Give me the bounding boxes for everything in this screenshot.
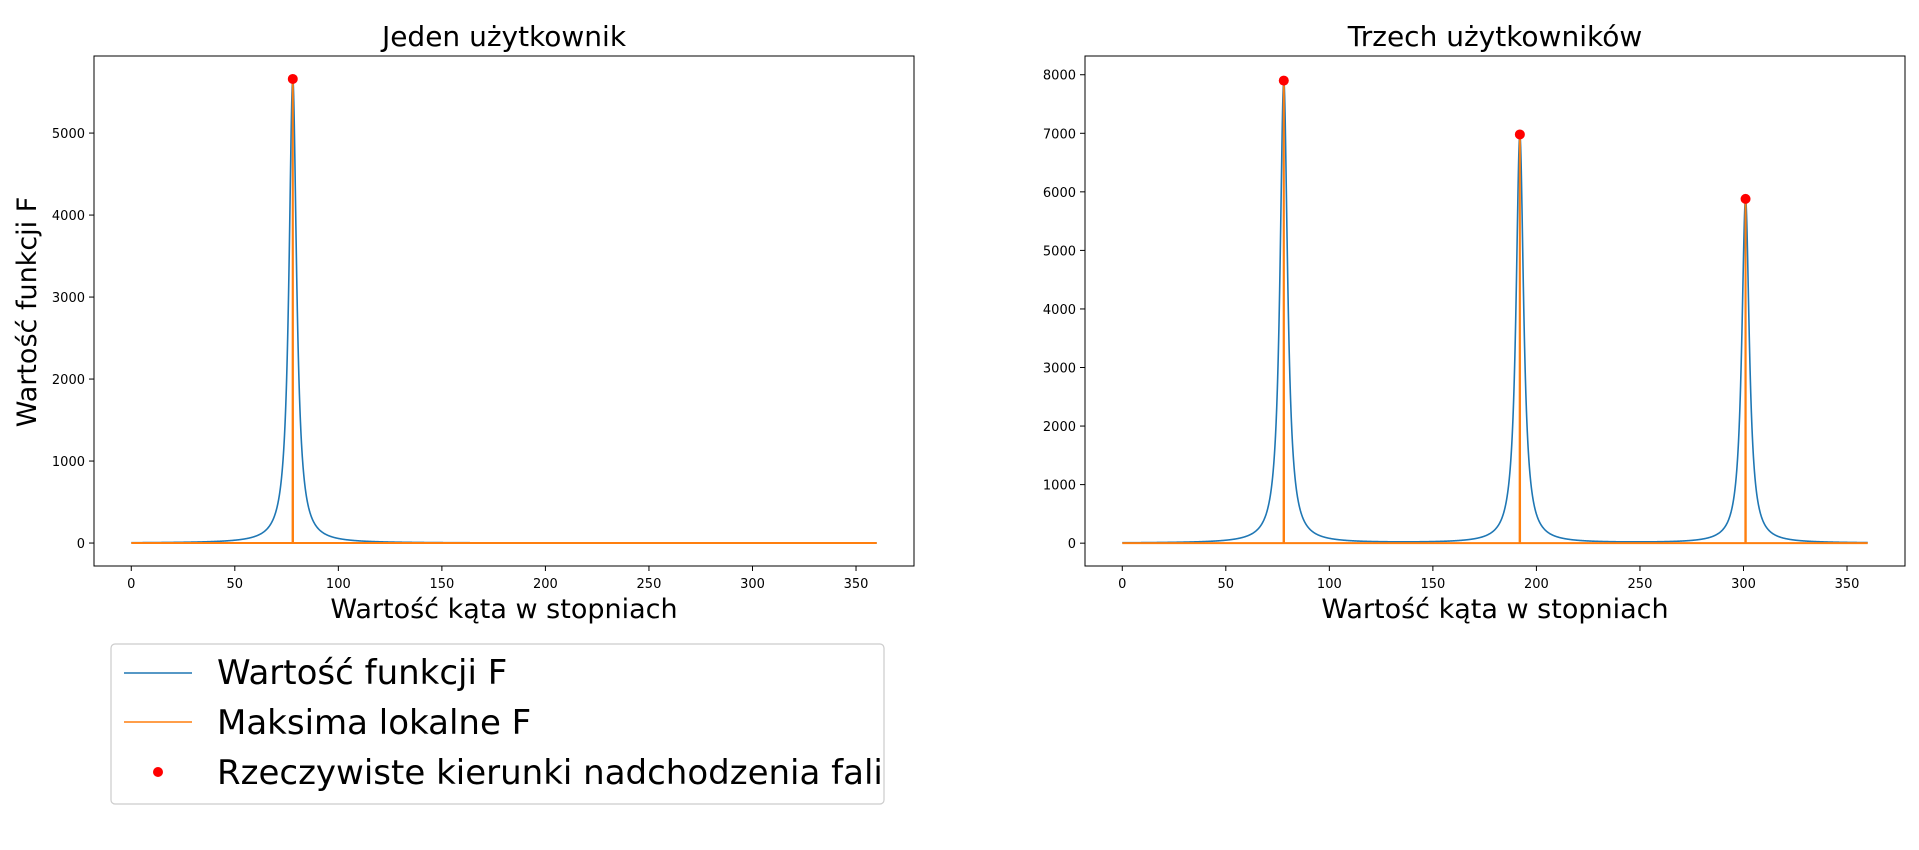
x-axis-label: Wartość kąta w stopniach xyxy=(1321,594,1668,625)
y-tick-label: 8000 xyxy=(1043,69,1076,84)
y-tick-label: 2000 xyxy=(52,373,85,388)
x-tick-label: 100 xyxy=(326,577,351,592)
x-tick-label: 350 xyxy=(844,577,869,592)
series-function-line xyxy=(1122,80,1868,544)
x-tick-label: 0 xyxy=(1118,577,1126,592)
chart-panel-single-user: Jeden użytkownik Wartość kąta w stopniach… xyxy=(52,20,915,625)
x-tick-label: 50 xyxy=(227,577,244,592)
series-maxima-line xyxy=(1122,80,1868,545)
y-tick-label: 0 xyxy=(1068,537,1076,552)
y-axis-label: Wartość funkcji F xyxy=(12,197,43,428)
y-tick-label: 3000 xyxy=(1043,362,1076,377)
legend-label-maxima: Maksima lokalne F xyxy=(217,703,531,743)
x-tick-label: 200 xyxy=(533,577,558,592)
legend-label-actual-directions: Rzeczywiste kierunki nadchodzenia fali xyxy=(217,753,883,793)
y-tick-label: 4000 xyxy=(52,209,85,224)
actual-direction-point xyxy=(1514,129,1525,140)
y-tick-label: 1000 xyxy=(52,455,85,470)
actual-direction-point xyxy=(287,73,298,84)
x-tick-label: 150 xyxy=(429,577,454,592)
legend: Wartość funkcji F Maksima lokalne F Rzec… xyxy=(110,643,885,805)
x-tick-label: 300 xyxy=(1731,577,1756,592)
y-tick-label: 0 xyxy=(77,537,85,552)
plot-frame xyxy=(93,55,915,567)
actual-direction-point xyxy=(1740,193,1751,204)
chart-title: Jeden użytkownik xyxy=(380,20,627,53)
x-axis-label: Wartość kąta w stopniach xyxy=(330,594,677,625)
chart-panel-three-users: Trzech użytkowników Wartość kąta w stopni… xyxy=(1043,20,1906,625)
y-tick-label: 6000 xyxy=(1043,186,1076,201)
y-tick-label: 4000 xyxy=(1043,303,1076,318)
series-function-line xyxy=(131,78,877,544)
y-tick-label: 1000 xyxy=(1043,479,1076,494)
x-tick-label: 200 xyxy=(1524,577,1549,592)
x-tick-label: 150 xyxy=(1420,577,1445,592)
x-tick-label: 300 xyxy=(740,577,765,592)
x-tick-label: 100 xyxy=(1317,577,1342,592)
y-tick-label: 5000 xyxy=(52,127,85,142)
legend-label-function: Wartość funkcji F xyxy=(217,653,507,693)
chart-title: Trzech użytkowników xyxy=(1347,20,1642,53)
x-tick-label: 50 xyxy=(1218,577,1235,592)
x-tick-label: 350 xyxy=(1835,577,1860,592)
plot-frame xyxy=(1084,55,1906,567)
x-tick-label: 0 xyxy=(127,577,135,592)
y-tick-label: 2000 xyxy=(1043,420,1076,435)
y-tick-label: 3000 xyxy=(52,291,85,306)
legend-swatch-actual-directions xyxy=(153,767,163,777)
series-maxima-line xyxy=(131,78,877,545)
y-tick-label: 5000 xyxy=(1043,244,1076,259)
legend-frame xyxy=(110,643,885,805)
x-tick-label: 250 xyxy=(637,577,662,592)
actual-direction-point xyxy=(1278,75,1289,86)
y-tick-label: 7000 xyxy=(1043,127,1076,142)
x-tick-label: 250 xyxy=(1628,577,1653,592)
